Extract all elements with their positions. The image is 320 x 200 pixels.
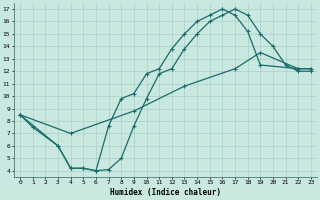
X-axis label: Humidex (Indice chaleur): Humidex (Indice chaleur) [110, 188, 221, 197]
